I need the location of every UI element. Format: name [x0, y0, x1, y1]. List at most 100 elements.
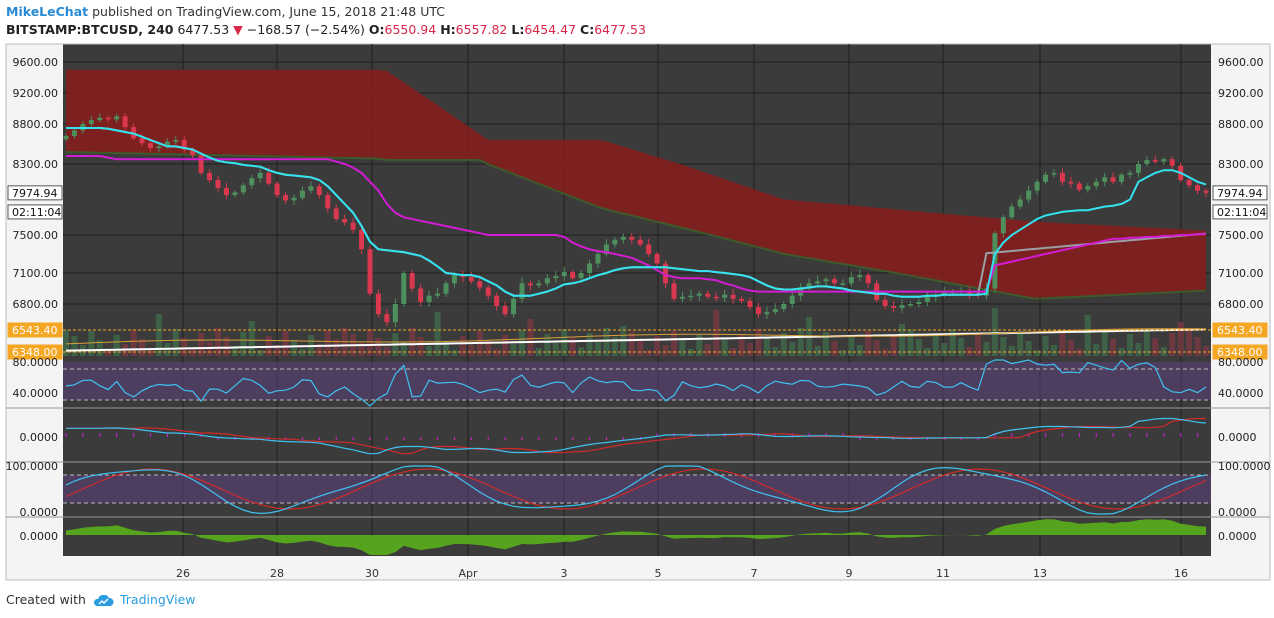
candle-body — [1102, 177, 1108, 182]
candle-body — [1195, 185, 1201, 191]
symbol-label[interactable]: BITSTAMP:BTCUSD, 240 — [6, 22, 174, 37]
volume-bar — [1143, 329, 1150, 356]
volume-bar — [1118, 348, 1125, 356]
volume-bar — [367, 329, 373, 356]
volume-bar — [713, 310, 720, 356]
kijun-line — [66, 155, 1206, 293]
candles — [63, 113, 1209, 328]
price-tick-label-left: 9200.00 — [13, 87, 59, 100]
macd-line — [66, 417, 1207, 455]
volume-bar — [780, 333, 787, 356]
author-link[interactable]: MikeLeChat — [6, 4, 89, 19]
candle-body — [240, 185, 246, 193]
candle-body — [316, 186, 322, 196]
rsi-tick-left: 40.0000 — [13, 387, 59, 400]
volume-bar — [1017, 332, 1024, 356]
volume-bar — [679, 340, 686, 356]
volume-bar — [578, 347, 585, 356]
candle-body — [831, 279, 837, 284]
candle-body — [485, 287, 491, 296]
stoch-k-line — [65, 465, 1207, 515]
candle-body — [511, 298, 517, 315]
volume-bar — [527, 319, 534, 356]
candle-body — [215, 179, 221, 188]
volume-bar — [763, 338, 770, 356]
candle-body — [1085, 186, 1091, 190]
candle-body — [1034, 181, 1040, 191]
candle-body — [1059, 172, 1065, 182]
candle-body — [460, 275, 466, 278]
tradingview-link[interactable]: TradingView — [119, 592, 196, 607]
volume-bar — [181, 338, 188, 356]
candle-body — [781, 304, 787, 310]
candle-body — [1051, 172, 1057, 175]
candle-body — [730, 294, 736, 299]
price-tick-label-left: 6800.00 — [13, 298, 59, 311]
candle-body — [722, 294, 728, 298]
close-value: 6477.53 — [594, 22, 646, 37]
price-tick-label-left: 8800.00 — [13, 118, 59, 131]
volume-bar — [1127, 334, 1133, 356]
candle-body — [63, 136, 69, 140]
candle-body — [367, 249, 373, 294]
candle-body — [755, 307, 761, 315]
price-tag-label-right: 02:11:04 — [1217, 206, 1266, 219]
time-tick-label: 3 — [561, 567, 568, 580]
price-tick-label-left: 7100.00 — [13, 267, 59, 280]
price-tag-label-left: 02:11:04 — [12, 206, 61, 219]
candle-body — [1161, 159, 1167, 162]
volume-bar — [865, 331, 872, 356]
volume-bar — [1034, 350, 1041, 356]
candle-body — [907, 304, 913, 306]
chart-frame — [5, 43, 1271, 581]
candle-body — [823, 279, 829, 282]
volume-bar — [890, 335, 897, 356]
volume-bar — [231, 346, 238, 356]
volume-bar — [814, 346, 821, 356]
candle-body — [122, 116, 128, 128]
candle-body — [164, 141, 170, 147]
volume-bar — [459, 336, 466, 356]
volume-bar — [257, 350, 264, 356]
volume-bar — [155, 314, 162, 356]
candle-body — [147, 143, 153, 148]
last-price: 6477.53 — [177, 22, 230, 37]
price-tick-label-left: 9600.00 — [13, 56, 59, 69]
volume-bar — [704, 344, 711, 356]
candle-body — [1076, 183, 1082, 190]
candle-body — [857, 275, 863, 278]
candle-body — [1144, 160, 1150, 164]
volume-bar — [848, 336, 855, 356]
open-label: O: — [368, 22, 385, 37]
candle-body — [342, 219, 348, 223]
volume-bar — [1152, 338, 1159, 356]
candle-body — [519, 283, 525, 299]
price-tag-label-left: 7974.94 — [12, 187, 58, 200]
cloud-lower-edge — [65, 151, 1207, 300]
volume-bar — [434, 312, 441, 356]
candle-body — [848, 277, 854, 284]
stoch-tick-left: 0.0000 — [20, 506, 59, 519]
candle-body — [764, 312, 770, 315]
volume-bar — [383, 347, 390, 356]
candle-body — [637, 239, 643, 245]
volume-bar — [831, 341, 838, 356]
candle-body — [646, 244, 652, 254]
volume-bar — [1025, 341, 1032, 356]
volume-bar — [924, 348, 931, 356]
volume-bar — [958, 338, 965, 356]
candle-body — [156, 146, 162, 148]
volume-bar — [172, 329, 179, 356]
time-tick-label: Apr — [458, 567, 478, 580]
candle-body — [1127, 172, 1133, 175]
candle-body — [350, 222, 356, 230]
candle-body — [375, 293, 381, 315]
candle-body — [587, 263, 593, 273]
volume-bar — [63, 330, 69, 356]
stoch-tick-right: 100.0000 — [1218, 460, 1271, 473]
candle-body — [561, 272, 567, 277]
price-tag-box-left — [7, 322, 63, 338]
momentum-tick-right: 0.0000 — [1218, 530, 1257, 543]
candle-body — [1135, 164, 1141, 173]
